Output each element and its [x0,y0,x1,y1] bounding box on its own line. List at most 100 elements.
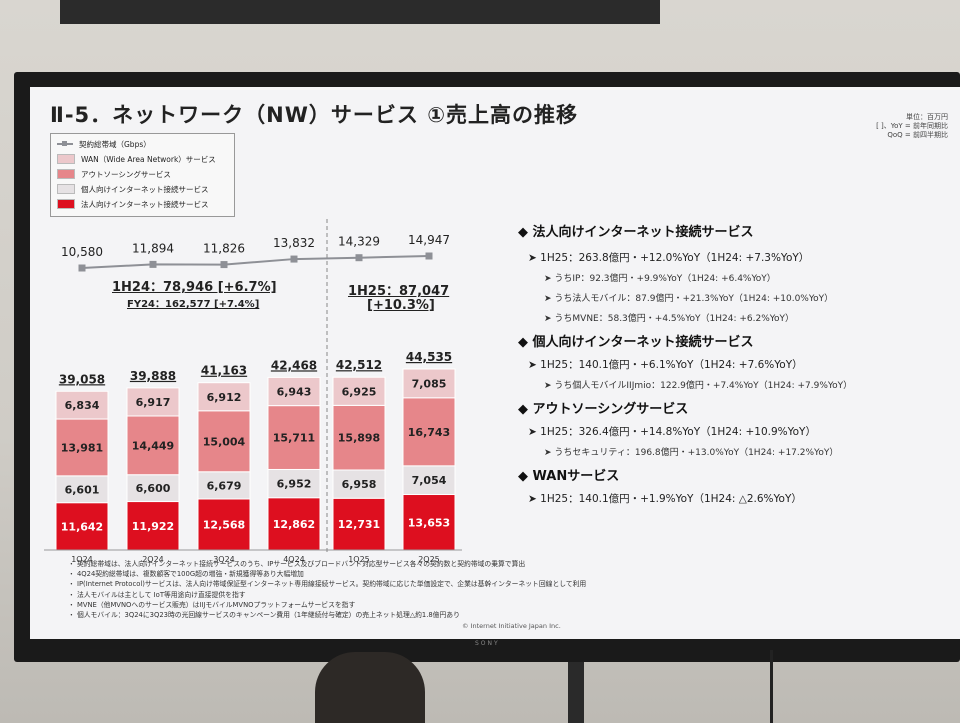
bar-value-label: 6,925 [342,385,377,398]
bar-value-label: 12,862 [273,518,315,531]
legend-label: 法人向けインターネット接続サービス [81,199,209,209]
monitor-stand-right [568,662,584,723]
units-line: [ ]、YoY = 前年同期比 [876,122,948,130]
legend-label: 契約総帯域（Gbps） [79,139,151,149]
audience-head [315,652,425,723]
chart-legend: 契約総帯域（Gbps） WAN（Wide Area Network）サービス ア… [50,133,235,217]
x-tick-label: 4Q24 [283,555,305,564]
bandwidth-marker [220,261,228,269]
bar-segment [197,471,251,500]
bar-total-label: 41,163 [201,364,247,378]
bar-value-label: 15,004 [203,435,246,448]
footnote: ・ 契約総帯域は、法人向けインターネット接続サービスのうち、IPサービス及びブロ… [68,560,526,568]
legend-swatch [57,154,75,164]
bar-value-label: 6,834 [65,399,100,412]
legend-label: WAN（Wide Area Network）サービス [81,154,216,164]
bandwidth-marker [290,255,298,263]
x-tick-label: 3Q24 [213,555,235,564]
bandwidth-marker [355,254,363,262]
footnotes: ・ 契約総帯域は、法人向けインターネット接続サービスのうち、IPサービス及びブロ… [68,559,586,620]
bar-total-label: 42,512 [336,358,382,372]
slide: Ⅱ-5．ネットワーク（NW）サービス ①売上高の推移 単位：百万円 [ ]、Yo… [30,87,960,639]
bar-segment [197,382,251,412]
bar-value-label: 6,912 [207,391,242,404]
bar-segment [332,469,386,499]
bullet-sub: ➤ うちIP：92.3億円・+9.9%YoY（1H24: +6.4%YoY） [544,274,776,284]
bar-segment [267,468,321,499]
bar-value-label: 15,711 [273,432,315,445]
bar-segment [332,497,386,551]
bandwidth-value-label: 14,947 [408,233,450,247]
bandwidth-value-label: 13,832 [273,236,315,250]
units-note: 単位：百万円 [ ]、YoY = 前年同期比 QoQ = 前四半期比 [876,113,948,140]
bar-value-label: 7,085 [412,377,447,390]
bar-value-label: 6,958 [342,478,377,491]
bar-value-label: 15,898 [338,432,380,445]
ceiling-fixture [60,0,660,24]
footnote: ・ IP(Internet Protocol)サービスは、法人向け帯域保証型イン… [68,580,587,589]
bandwidth-marker [78,264,86,272]
bullet-heading: ◆ 法人向けインターネット接続サービス [518,225,754,240]
bandwidth-value-label: 11,826 [203,242,245,256]
bar-segment [332,376,386,406]
footnote: ・ MVNE（他MVNOへのサービス販売）はIIJモバイルMVNOプラットフォー… [68,600,356,609]
bar-value-label: 6,952 [277,478,312,491]
bar-segment [267,376,321,407]
legend-item: 契約総帯域（Gbps） [57,137,151,151]
h25-growth: [+10.3%] [367,298,435,313]
h24-summary: 1H24：78,946 [+6.7%] [112,280,277,295]
bar-segment [55,475,109,504]
bar-segment [55,390,109,420]
bar-segment [402,494,456,551]
legend-item: 個人向けインターネット接続サービス [57,182,209,196]
slide-title: Ⅱ-5．ネットワーク（NW）サービス ①売上高の推移 [50,103,578,127]
bullet-heading: ◆ 個人向けインターネット接続サービス [518,335,754,350]
bar-segment [402,397,456,467]
bar-value-label: 12,568 [203,518,245,531]
legend-label: アウトソーシングサービス [81,169,171,179]
legend-item: アウトソーシングサービス [57,167,171,181]
bar-total-label: 39,888 [130,369,176,383]
legend-swatch [57,184,75,194]
footnote: ・ 4Q24契約総帯域は、複数顧客で100G超の増強・新規獲得等あり大幅増加 [68,570,304,579]
bar-value-label: 7,054 [412,474,447,487]
bar-total-label: 42,468 [271,358,317,372]
legend-label: 個人向けインターネット接続サービス [81,184,209,194]
h25-summary: 1H25：87,047 [348,284,450,299]
bullet-sub: ➤ うちセキュリティ：196.8億円・+13.0%YoY（1H24: +17.2… [544,448,839,458]
x-tick-label: 1Q24 [71,555,93,564]
bandwidth-value-label: 14,329 [338,235,380,249]
bullet-sub: ➤ うちMVNE：58.3億円・+4.5%YoY（1H24: +6.2%YoY） [544,314,795,324]
bar-value-label: 12,731 [338,518,380,531]
bullet-sub: ➤ うち法人モバイル：87.9億円・+21.3%YoY（1H24: +10.0%… [544,294,834,304]
footnote: ・ 個人モバイル：3Q24に3Q23時の光回線サービスのキャンペーン費用（1年継… [68,611,460,620]
legend-swatch [57,169,75,179]
bar-segment [126,415,180,476]
units-line: 単位：百万円 [906,113,948,121]
bar-value-label: 16,743 [408,426,450,439]
bar-total-label: 39,058 [59,372,105,386]
x-tick-label: 1Q25 [348,555,370,564]
copyright: © Internet Initiative Japan Inc. [462,622,561,630]
stacked-bar-chart: 11,642 6,601 13,981 6,834 39,058 1Q24 11,922 6,… [44,219,462,564]
monitor-brand: SONY [475,640,500,647]
x-tick-label: 2Q24 [142,555,164,564]
bar-value-label: 11,922 [132,520,174,533]
bar-total-label: 44,535 [406,350,452,364]
bar-value-label: 11,642 [61,520,103,533]
bandwidth-value-label: 11,894 [132,241,174,255]
bar-value-label: 13,981 [61,441,103,454]
legend-item: 法人向けインターネット接続サービス [57,197,209,211]
bandwidth-marker [149,260,157,268]
bar-value-label: 6,917 [136,396,171,409]
bar-value-label: 13,653 [408,516,450,529]
bullet-heading: ◆ アウトソーシングサービス [518,402,689,417]
bullet-sub: ➤ うち個人モバイルIIJmio：122.9億円・+7.4%YoY（1H24: … [544,381,853,391]
bandwidth-marker [425,252,433,260]
power-cable [770,650,773,723]
legend-item: WAN（Wide Area Network）サービス [57,152,216,166]
units-line: QoQ = 前四半期比 [887,131,948,139]
legend-line-swatch [57,140,73,148]
bar-value-label: 6,943 [277,386,312,399]
bar-segment [402,368,456,399]
